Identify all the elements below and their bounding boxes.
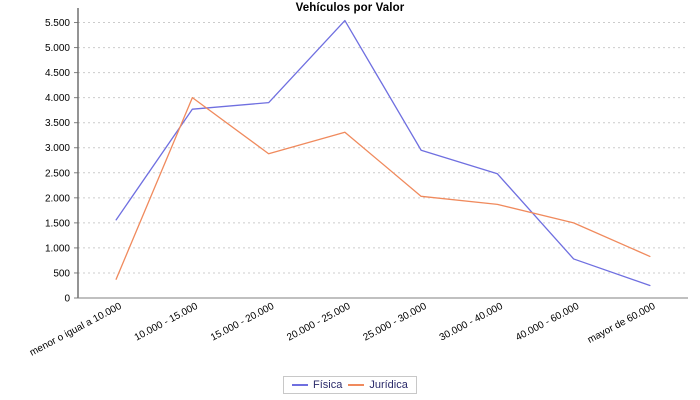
legend-swatch-juridica <box>348 384 365 386</box>
y-axis-tick-label: 2.000 <box>45 193 70 204</box>
chart-legend: Física Jurídica <box>283 376 417 394</box>
y-axis-group: 0 500 1.000 1.500 2.000 2.500 3.000 3.500 4.000 4… <box>45 8 79 305</box>
y-axis-tick-label: 1.000 <box>45 243 70 254</box>
series-group <box>115 19 651 287</box>
x-axis-tick-label: 10.000 - 15.000 <box>133 301 200 344</box>
legend-item-fisica[interactable]: Física <box>292 378 343 391</box>
legend-swatch-fisica <box>292 384 308 386</box>
y-axis-tick-label: 4.000 <box>45 93 70 104</box>
y-axis-tick-label: 5.000 <box>45 43 70 54</box>
y-axis-tick-label: 4.500 <box>45 68 70 79</box>
y-axis-tick-label: 3.500 <box>45 118 70 129</box>
x-axis-group: menor o igual a 10.000 10.000 - 15.000 15.… <box>28 297 688 359</box>
legend-item-juridica[interactable]: Jurídica <box>348 378 408 391</box>
chart-title: Vehículos por Valor <box>295 2 405 14</box>
series-line-fsica <box>115 19 651 287</box>
y-axis-tick-label: 0 <box>64 294 70 305</box>
y-axis-tick-label: 3.000 <box>45 143 70 154</box>
x-axis-tick-label: mayor de 60.000 <box>586 301 658 346</box>
x-axis-tick-label: 40.000 - 60.000 <box>514 301 581 344</box>
x-axis-tick-label: 30.000 - 40.000 <box>438 301 505 344</box>
x-axis-tick-label: 25.000 - 30.000 <box>362 301 429 344</box>
x-axis-tick-label: 15.000 - 20.000 <box>209 301 276 344</box>
gridlines-group <box>78 22 688 299</box>
y-axis-tick-label: 1.500 <box>45 218 70 229</box>
series-line-jurdica <box>115 97 651 280</box>
y-axis-tick-label: 2.500 <box>45 168 70 179</box>
x-axis-tick-label: menor o igual a 10.000 <box>28 301 124 359</box>
legend-label-juridica: Jurídica <box>369 378 408 391</box>
x-axis-tick-label: 20.000 - 25.000 <box>285 301 352 344</box>
y-axis-tick-label: 500 <box>53 268 70 279</box>
y-axis-tick-label: 5.500 <box>45 18 70 29</box>
legend-label-fisica: Física <box>313 378 343 391</box>
